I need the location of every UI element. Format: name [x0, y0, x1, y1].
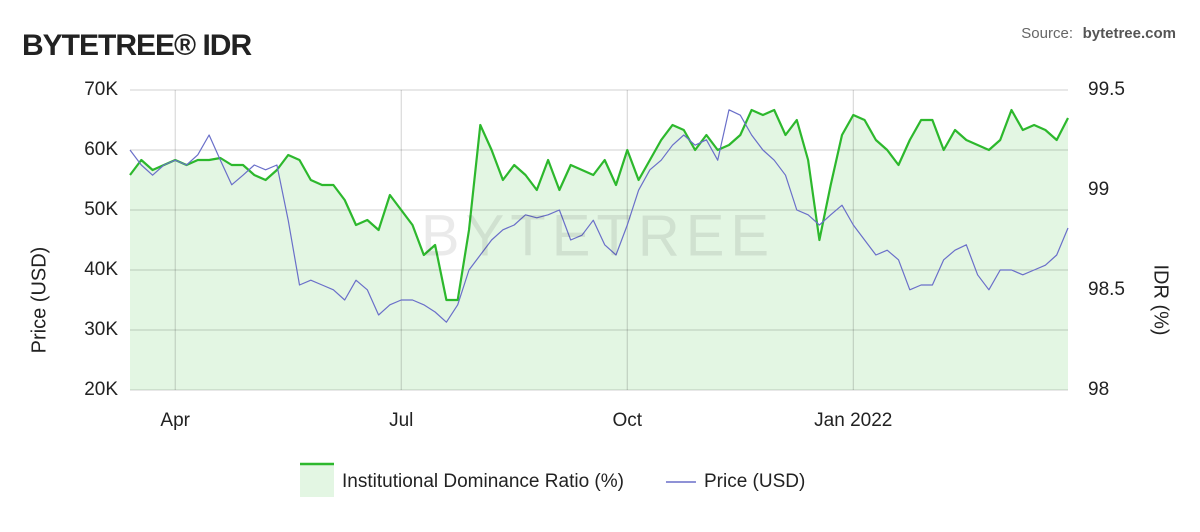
x-tick-label: Apr [160, 410, 190, 431]
y2-tick-label: 99 [1088, 179, 1109, 200]
y-tick-label: 20K [84, 379, 118, 400]
y-tick-label: 30K [84, 319, 118, 340]
chart-title: BYTETREE® IDR [22, 29, 252, 62]
legend-label: Price (USD) [704, 471, 805, 492]
y-tick-label: 40K [84, 259, 118, 280]
price-line [129, 109, 1069, 323]
y-tick-label: 60K [84, 139, 118, 160]
source-site: bytetree.com [1083, 25, 1176, 42]
legend-label: Institutional Dominance Ratio (%) [342, 471, 624, 492]
area-line [129, 108, 1069, 302]
x-tick-label: Jul [389, 410, 413, 431]
y2-axis-label: IDR (%) [1150, 264, 1172, 335]
plot-area [129, 89, 1069, 391]
area-fill [130, 110, 1068, 390]
watermark: BYTETREE [421, 203, 775, 268]
x-tick-label: Jan 2022 [814, 410, 892, 431]
y-axis-label: Price (USD) [28, 247, 50, 354]
x-tick-label: Oct [612, 410, 642, 431]
legend-swatch [300, 463, 334, 497]
y2-tick-label: 98.5 [1088, 279, 1125, 300]
y2-tick-label: 99.5 [1088, 79, 1125, 100]
y2-tick-label: 98 [1088, 379, 1109, 400]
y-tick-label: 50K [84, 199, 118, 220]
y-tick-label: 70K [84, 79, 118, 100]
source-label: Source: [1021, 25, 1073, 42]
